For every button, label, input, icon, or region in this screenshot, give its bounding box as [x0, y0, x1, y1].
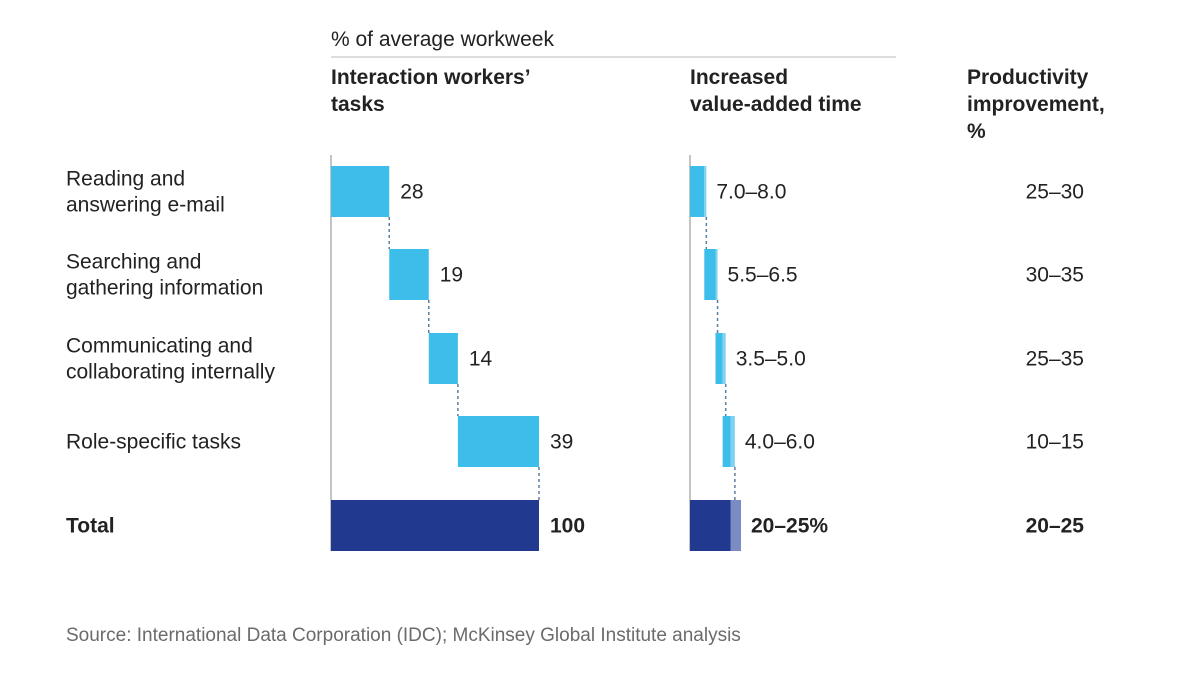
value-range-label: 7.0–8.0	[716, 181, 786, 204]
task-value-label: 19	[440, 264, 463, 287]
task-value-label: 14	[469, 348, 493, 371]
header-tasks: Interaction workers’ tasks	[331, 66, 531, 116]
value-bar-low	[722, 416, 731, 467]
task-bar	[457, 416, 539, 467]
category-label: Role-specific tasks	[66, 431, 241, 454]
total-value-label: 20–25%	[751, 515, 828, 538]
total-task-bar	[331, 500, 539, 551]
task-bar	[331, 166, 390, 217]
value-range-label: 5.5–6.5	[728, 264, 798, 287]
productivity-label: 25–35	[1026, 348, 1084, 371]
value-bar-low	[704, 249, 716, 300]
source-note: Source: International Data Corporation (…	[66, 625, 741, 646]
category-label: Communicating and collaborating internall…	[66, 335, 275, 384]
total-value-bar-low	[690, 500, 731, 551]
total-value-bar-range	[730, 500, 741, 551]
value-bar-range	[715, 249, 718, 300]
value-bar-range	[704, 166, 707, 217]
total-productivity-label: 20–25	[1026, 515, 1085, 538]
value-range-label: 4.0–6.0	[745, 431, 815, 454]
header-value-added: Increased value-added time	[690, 66, 862, 116]
task-bar	[428, 333, 458, 384]
total-task-label: 100	[550, 515, 585, 538]
total-label: Total	[66, 515, 115, 538]
category-label: Searching and gathering information	[66, 251, 263, 300]
value-bar-low	[715, 333, 723, 384]
productivity-label: 10–15	[1026, 431, 1084, 454]
productivity-label: 30–35	[1026, 264, 1084, 287]
task-bar	[389, 249, 429, 300]
value-bar-range	[730, 416, 735, 467]
value-bar-range	[722, 333, 726, 384]
task-value-label: 39	[550, 431, 573, 454]
value-range-label: 3.5–5.0	[736, 348, 806, 371]
chart-subtitle: % of average workweek	[331, 28, 554, 51]
value-bar-low	[690, 166, 705, 217]
productivity-label: 25–30	[1026, 181, 1084, 204]
header-productivity: Productivity improvement,%	[967, 66, 1105, 143]
task-value-label: 28	[400, 181, 423, 204]
category-label: Reading and answering e-mail	[66, 168, 225, 217]
